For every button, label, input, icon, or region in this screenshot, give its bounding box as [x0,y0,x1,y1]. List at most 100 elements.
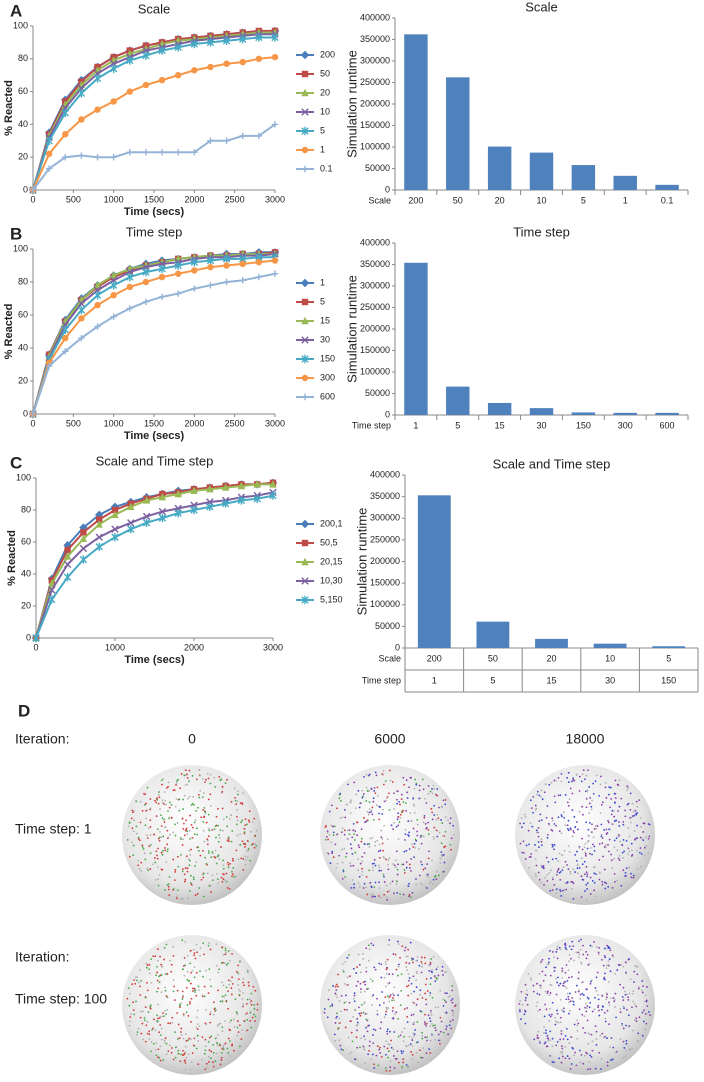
particle [156,965,158,968]
particle [338,1039,341,1042]
particle [577,1022,580,1025]
particle [452,1011,455,1014]
particle [236,1020,239,1022]
particle [131,809,134,812]
particle [149,852,152,855]
particle [165,1013,167,1016]
particle [604,947,606,950]
y-tick-label: 100000 [360,366,390,376]
particle [391,973,394,976]
marker [191,285,198,292]
particle [413,1033,416,1036]
bar [476,621,510,648]
particle [524,1009,526,1012]
particle [549,1030,552,1033]
particle [188,864,191,867]
particle [372,800,375,803]
particle [573,815,576,818]
y-tick-label: 200000 [360,323,390,333]
particle [564,794,567,796]
particle [585,865,588,868]
particle [126,838,129,841]
chart-title: Time step [513,224,570,239]
particle [401,1067,403,1070]
particle [389,882,392,885]
particle [535,1005,538,1008]
particle [598,1051,601,1054]
particle [378,869,381,872]
particle [534,858,537,860]
particle [412,846,415,848]
particle [618,779,621,782]
particle [636,805,639,808]
particle [201,796,204,799]
particle [574,871,576,873]
legend-label: 0.1 [320,163,333,173]
particle [135,800,138,803]
particle [243,1019,246,1022]
particle [426,863,429,865]
particle [614,880,616,883]
particle [607,980,610,983]
particle [555,824,557,827]
sphere [320,765,460,905]
particle [232,859,235,862]
x-tick-label: 3000 [263,642,283,652]
particle [566,828,569,830]
particle [385,966,388,969]
particle [576,867,579,870]
particle [414,1029,417,1031]
marker [223,137,230,144]
particle [210,891,212,893]
particle [624,809,626,812]
particle [623,1047,626,1049]
x-tick-label: 200 [408,195,423,205]
particle [172,954,175,957]
particle [637,987,640,990]
particle [158,791,160,793]
particle [620,884,623,887]
particle [541,798,544,801]
particle [642,985,644,988]
particle [189,882,192,884]
particle [156,1014,158,1017]
particle [160,963,163,966]
particle [132,1001,135,1004]
x-tick-label: 3000 [265,194,285,204]
particle [520,990,523,993]
particle [193,976,196,979]
particle [535,807,538,810]
particle [337,1028,339,1030]
particle [447,996,450,999]
particle [640,825,642,828]
particle [220,1051,223,1054]
particle [442,998,444,1001]
particle [387,863,389,866]
particle [578,846,581,849]
particle [383,881,386,883]
particle [168,1044,171,1047]
particle [192,876,195,879]
particle [405,1044,407,1047]
particle [610,997,612,999]
marker [190,39,199,49]
particle [246,998,249,1001]
particle [402,893,405,896]
particle [362,957,365,960]
particle [361,870,364,873]
particle [395,825,398,828]
particle [556,1009,558,1012]
particle [158,796,161,799]
particle [207,992,210,995]
particle [155,815,158,817]
particle [428,850,430,853]
particle [634,809,637,812]
particle [378,887,381,889]
particle [614,797,617,799]
particle [559,794,562,797]
particle [156,990,158,993]
particle [335,983,338,986]
particle [393,986,396,989]
particle [431,996,434,999]
marker [110,154,117,161]
